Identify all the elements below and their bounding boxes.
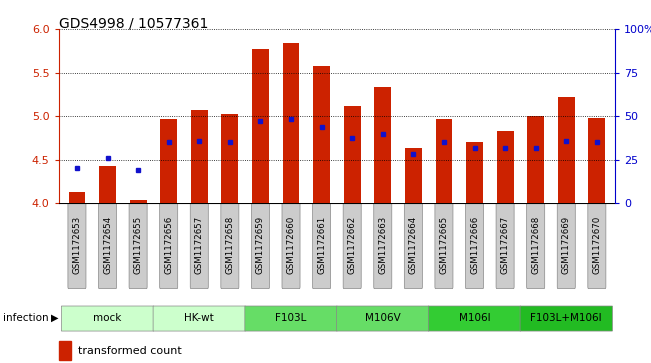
Text: GSM1172662: GSM1172662 [348,216,357,274]
FancyBboxPatch shape [496,201,514,289]
Bar [191,110,208,203]
Text: HK-wt: HK-wt [184,313,214,323]
Text: GSM1172665: GSM1172665 [439,216,449,274]
FancyBboxPatch shape [129,201,147,289]
Text: GSM1172654: GSM1172654 [103,216,112,274]
FancyBboxPatch shape [527,201,545,289]
FancyBboxPatch shape [374,201,392,289]
Text: GSM1172658: GSM1172658 [225,216,234,274]
Bar [589,118,605,203]
Bar [59,341,71,360]
Bar [283,43,299,203]
FancyBboxPatch shape [465,201,484,289]
Bar [497,131,514,203]
FancyBboxPatch shape [245,306,337,331]
Bar [466,142,483,203]
Text: GSM1172664: GSM1172664 [409,216,418,274]
Text: infection: infection [3,313,49,323]
Bar [221,114,238,203]
Text: GSM1172669: GSM1172669 [562,216,571,274]
FancyBboxPatch shape [159,201,178,289]
Bar [252,49,269,203]
Text: GSM1172670: GSM1172670 [592,216,602,274]
Text: M106I: M106I [459,313,490,323]
FancyBboxPatch shape [343,201,361,289]
FancyBboxPatch shape [337,306,429,331]
FancyBboxPatch shape [190,201,208,289]
Text: transformed count: transformed count [78,346,182,356]
FancyBboxPatch shape [98,201,117,289]
FancyBboxPatch shape [61,306,154,331]
Text: GSM1172666: GSM1172666 [470,216,479,274]
Text: GSM1172657: GSM1172657 [195,216,204,274]
Text: GSM1172661: GSM1172661 [317,216,326,274]
Text: M106V: M106V [365,313,400,323]
Text: GDS4998 / 10577361: GDS4998 / 10577361 [59,16,208,30]
Text: GSM1172667: GSM1172667 [501,216,510,274]
FancyBboxPatch shape [251,201,270,289]
Text: GSM1172656: GSM1172656 [164,216,173,274]
FancyBboxPatch shape [282,201,300,289]
Bar [160,119,177,203]
FancyBboxPatch shape [588,201,606,289]
Bar [558,97,575,203]
Bar [130,200,146,203]
Text: GSM1172653: GSM1172653 [72,216,81,274]
FancyBboxPatch shape [557,201,575,289]
FancyBboxPatch shape [520,306,613,331]
Text: GSM1172668: GSM1172668 [531,216,540,274]
Text: GSM1172660: GSM1172660 [286,216,296,274]
FancyBboxPatch shape [221,201,239,289]
Bar [344,106,361,203]
Bar [527,116,544,203]
FancyBboxPatch shape [153,306,245,331]
Bar [68,192,85,203]
Text: mock: mock [93,313,122,323]
Bar [436,119,452,203]
Bar [374,86,391,203]
Text: GSM1172659: GSM1172659 [256,216,265,274]
FancyBboxPatch shape [404,201,422,289]
FancyBboxPatch shape [435,201,453,289]
Text: F103L+M106I: F103L+M106I [531,313,602,323]
Text: GSM1172655: GSM1172655 [133,216,143,274]
Text: GSM1172663: GSM1172663 [378,216,387,274]
Bar [313,66,330,203]
Text: ▶: ▶ [51,313,59,323]
FancyBboxPatch shape [312,201,331,289]
FancyBboxPatch shape [428,306,521,331]
Text: F103L: F103L [275,313,307,323]
FancyBboxPatch shape [68,201,86,289]
Bar [405,148,422,203]
Bar [99,166,116,203]
